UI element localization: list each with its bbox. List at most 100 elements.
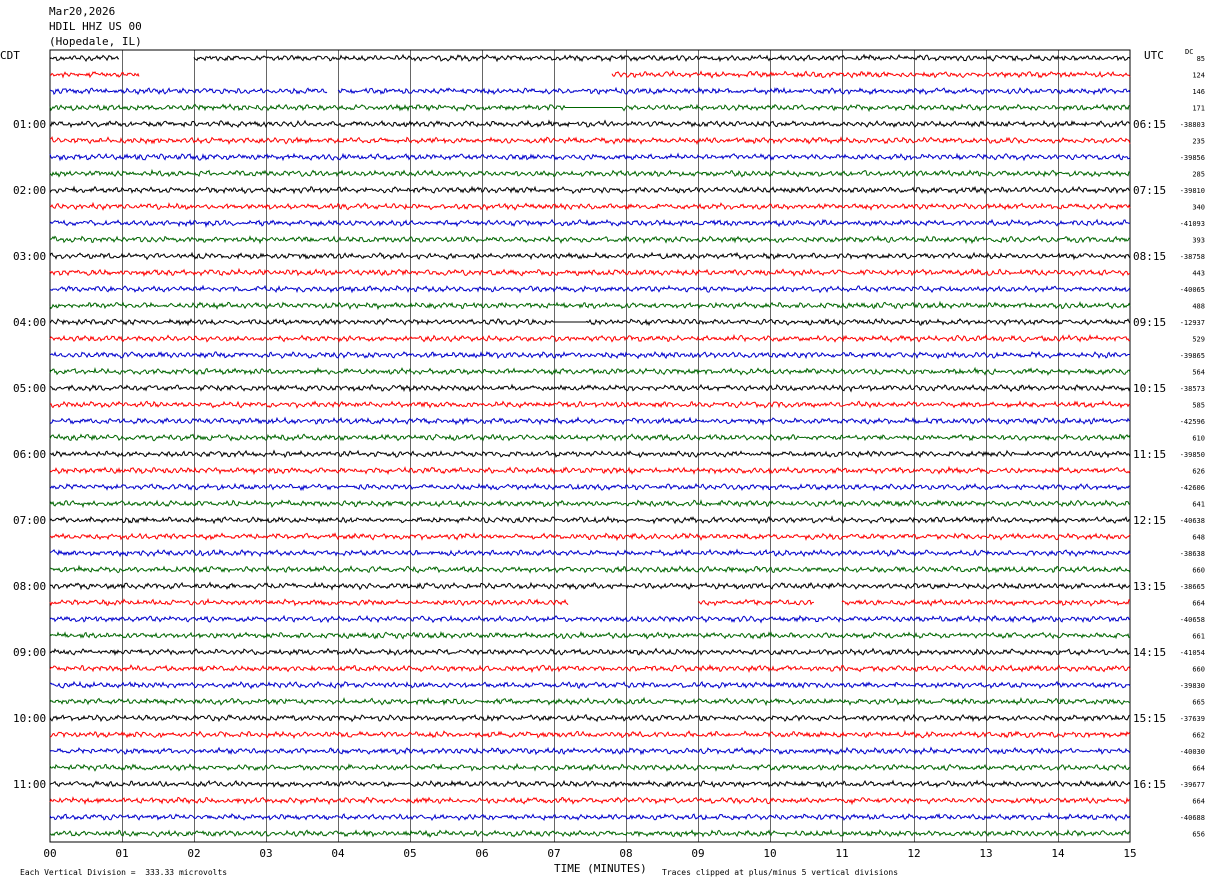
trace-line — [49, 829, 1131, 838]
dc-offset-label: 664 — [1192, 600, 1205, 608]
dc-offset-label: -42606 — [1180, 484, 1205, 492]
trace-line — [49, 234, 1131, 245]
left-hour-label: 10:00 — [13, 712, 46, 725]
trace-line — [49, 597, 1131, 607]
dc-offset-label: -12937 — [1180, 319, 1205, 327]
dc-offset-label: 648 — [1192, 534, 1205, 542]
trace-line — [49, 168, 1131, 178]
dc-offset-label: 610 — [1192, 435, 1205, 443]
trace-line — [49, 300, 1131, 311]
dc-offset-label: 171 — [1192, 105, 1205, 113]
dc-offset-label: 664 — [1192, 798, 1205, 806]
dc-offset-label: 660 — [1192, 567, 1205, 575]
trace-line — [49, 317, 1131, 327]
left-timezone-label: CDT — [0, 49, 20, 62]
header-location: (Hopedale, IL) — [49, 35, 142, 48]
dc-offset-label: 665 — [1192, 699, 1205, 707]
trace-line — [49, 119, 1131, 129]
right-hour-label: 12:15 — [1133, 514, 1166, 527]
trace-line — [49, 762, 1131, 772]
right-hour-label: 13:15 — [1133, 580, 1166, 593]
header-date: Mar20,2026 — [49, 5, 116, 18]
x-tick-label: 07 — [547, 847, 560, 860]
x-tick-label: 09 — [691, 847, 704, 860]
dc-offset-label: -39865 — [1180, 352, 1205, 360]
left-hour-label: 01:00 — [13, 118, 46, 131]
x-tick-label: 10 — [763, 847, 776, 860]
trace-line — [49, 70, 1131, 79]
x-tick-label: 15 — [1123, 847, 1136, 860]
dc-offset-label: 641 — [1192, 501, 1205, 509]
dc-offset-label: 529 — [1192, 336, 1205, 344]
trace-line — [49, 663, 1131, 674]
plot-frame — [49, 49, 1131, 843]
x-tick-label: 12 — [907, 847, 920, 860]
trace-line — [49, 201, 1131, 211]
x-tick-label: 14 — [1051, 847, 1065, 860]
dc-offset-label: -42596 — [1180, 418, 1205, 426]
division-note: Each Vertical Division = 333.33 microvol… — [20, 868, 228, 877]
dc-offset-label: -38758 — [1180, 253, 1205, 261]
dc-offset-label: 285 — [1192, 171, 1205, 179]
x-tick-label: 04 — [331, 847, 345, 860]
trace-line — [49, 350, 1131, 360]
right-hour-label: 14:15 — [1133, 646, 1166, 659]
dc-offset-label: 661 — [1192, 633, 1205, 641]
dc-offset-label: -39830 — [1180, 682, 1205, 690]
dc-offset-label: 393 — [1192, 237, 1205, 245]
right-hour-label: 07:15 — [1133, 184, 1166, 197]
dc-offset-label: -38803 — [1180, 121, 1205, 129]
x-tick-label: 00 — [43, 847, 56, 860]
trace-line — [49, 630, 1131, 640]
dc-offset-label: 626 — [1192, 468, 1205, 476]
trace-line — [49, 548, 1131, 558]
trace-line — [49, 86, 1131, 96]
header-station: HDIL HHZ US 00 — [49, 20, 142, 33]
x-tick-label: 03 — [259, 847, 272, 860]
dc-offset-label: 340 — [1192, 204, 1205, 212]
left-hour-label: 05:00 — [13, 382, 46, 395]
left-hour-label: 11:00 — [13, 778, 46, 791]
trace-line — [49, 251, 1131, 261]
dc-offset-label: 656 — [1192, 831, 1205, 839]
dc-offset-label: 564 — [1192, 369, 1205, 377]
trace-line — [49, 515, 1131, 525]
dc-offset-label: 660 — [1192, 666, 1205, 674]
dc-offset-label: 124 — [1192, 72, 1205, 80]
trace-line — [49, 779, 1131, 789]
dc-offset-label: -39677 — [1180, 781, 1205, 789]
x-tick-label: 11 — [835, 847, 848, 860]
dc-offset-label: 146 — [1192, 88, 1205, 96]
trace-line — [49, 53, 1131, 63]
left-hour-label: 07:00 — [13, 514, 46, 527]
trace-line — [49, 696, 1131, 707]
trace-line — [49, 812, 1131, 822]
trace-line — [49, 218, 1131, 228]
trace-line — [49, 499, 1131, 509]
x-tick-label: 01 — [115, 847, 128, 860]
trace-line — [49, 482, 1131, 492]
right-timezone-label: UTC — [1144, 49, 1164, 62]
dc-offset-label: 443 — [1192, 270, 1205, 278]
trace-line — [49, 581, 1131, 591]
left-hour-label: 04:00 — [13, 316, 46, 329]
trace-line — [49, 796, 1131, 806]
right-hour-label: 16:15 — [1133, 778, 1166, 791]
trace-line — [49, 746, 1131, 756]
left-hour-label: 06:00 — [13, 448, 46, 461]
trace-line — [49, 465, 1131, 476]
left-hour-label: 08:00 — [13, 580, 46, 593]
dc-offset-label: -38638 — [1180, 550, 1205, 558]
dc-offset-label: -41054 — [1180, 649, 1205, 657]
right-hour-label: 15:15 — [1133, 712, 1166, 725]
trace-line — [49, 680, 1131, 690]
trace-line — [49, 103, 1131, 113]
trace-line — [49, 400, 1131, 409]
trace-line — [49, 136, 1131, 146]
trace-line — [49, 185, 1131, 195]
trace-line — [49, 729, 1131, 740]
x-tick-label: 02 — [187, 847, 200, 860]
trace-line — [49, 416, 1131, 426]
trace-line — [49, 532, 1131, 542]
